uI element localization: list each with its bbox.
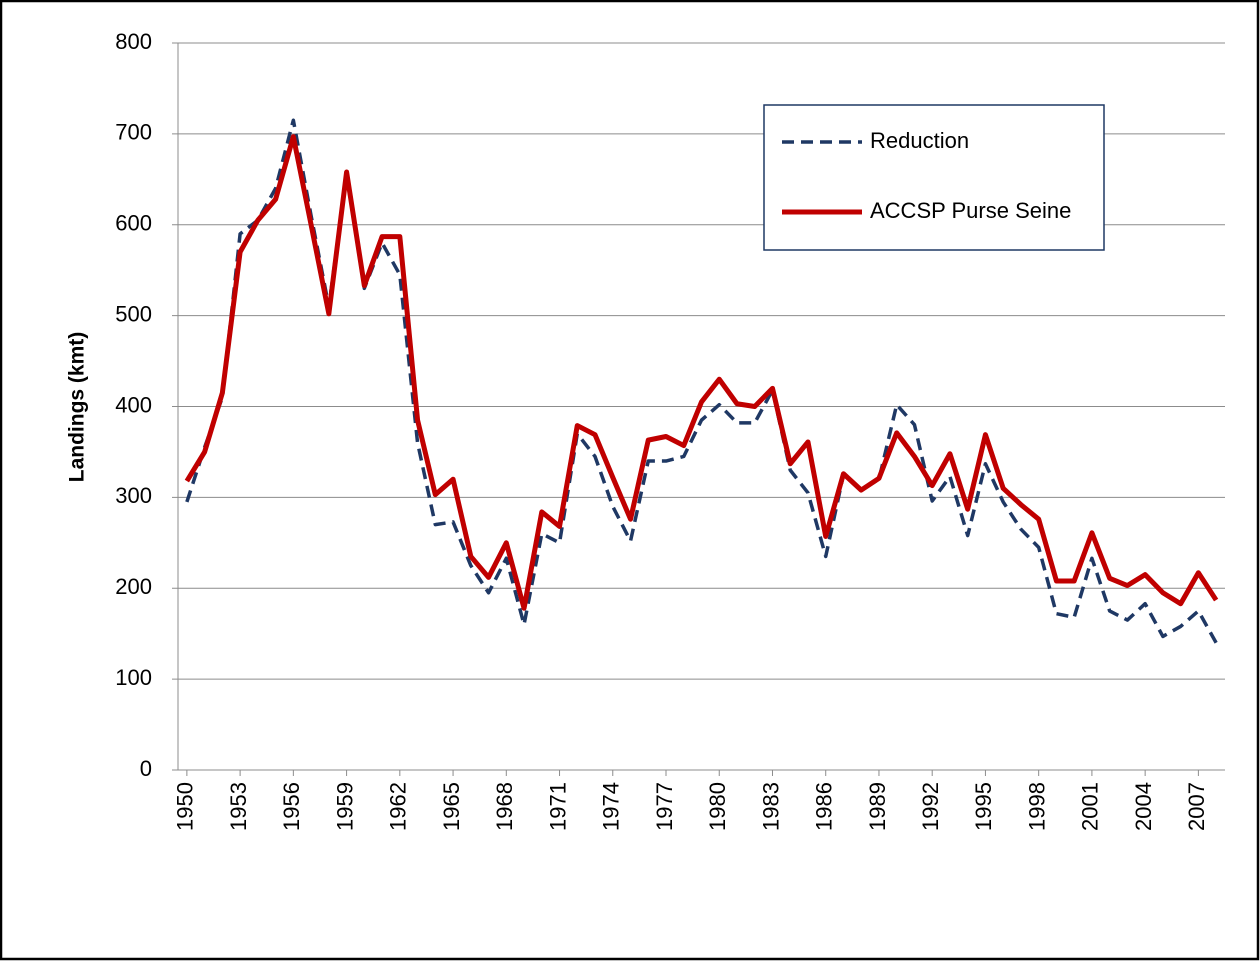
x-tick-label: 1998 [1024, 782, 1049, 831]
y-tick-label: 700 [115, 120, 152, 145]
x-tick-label: 1950 [173, 782, 198, 831]
x-tick-label: 2007 [1184, 782, 1209, 831]
y-tick-label: 0 [140, 756, 152, 781]
x-tick-label: 1986 [812, 782, 837, 831]
series-line [184, 134, 1219, 611]
y-tick-label: 100 [115, 665, 152, 690]
y-tick-label: 400 [115, 392, 152, 417]
x-tick-label: 1956 [279, 782, 304, 831]
y-tick-label: 500 [115, 301, 152, 326]
x-tick-label: 1971 [545, 782, 570, 831]
legend-box [763, 104, 1105, 251]
x-tick-label: 1989 [865, 782, 890, 831]
y-tick-label: 300 [115, 483, 152, 508]
y-tick-label: 200 [115, 574, 152, 599]
x-tick-label: 1992 [918, 782, 943, 831]
legend-label: Reduction [870, 128, 969, 153]
x-tick-label: 1962 [386, 782, 411, 831]
x-tick-label: 1983 [758, 782, 783, 831]
x-tick-label: 2004 [1131, 782, 1156, 831]
y-axis-label: Landings (kmt) [66, 332, 89, 483]
x-tick-label: 1980 [705, 782, 730, 831]
y-tick-label: 600 [115, 211, 152, 236]
x-tick-label: 1965 [439, 782, 464, 831]
legend-label: ACCSP Purse Seine [870, 198, 1071, 223]
x-tick-label: 1959 [332, 782, 357, 831]
x-tick-label: 1977 [652, 782, 677, 831]
x-tick-label: 1953 [226, 782, 251, 831]
x-tick-label: 1968 [492, 782, 517, 831]
x-tick-label: 1974 [599, 782, 624, 831]
y-tick-label: 800 [115, 29, 152, 54]
x-tick-label: 2001 [1078, 782, 1103, 831]
x-tick-label: 1995 [971, 782, 996, 831]
